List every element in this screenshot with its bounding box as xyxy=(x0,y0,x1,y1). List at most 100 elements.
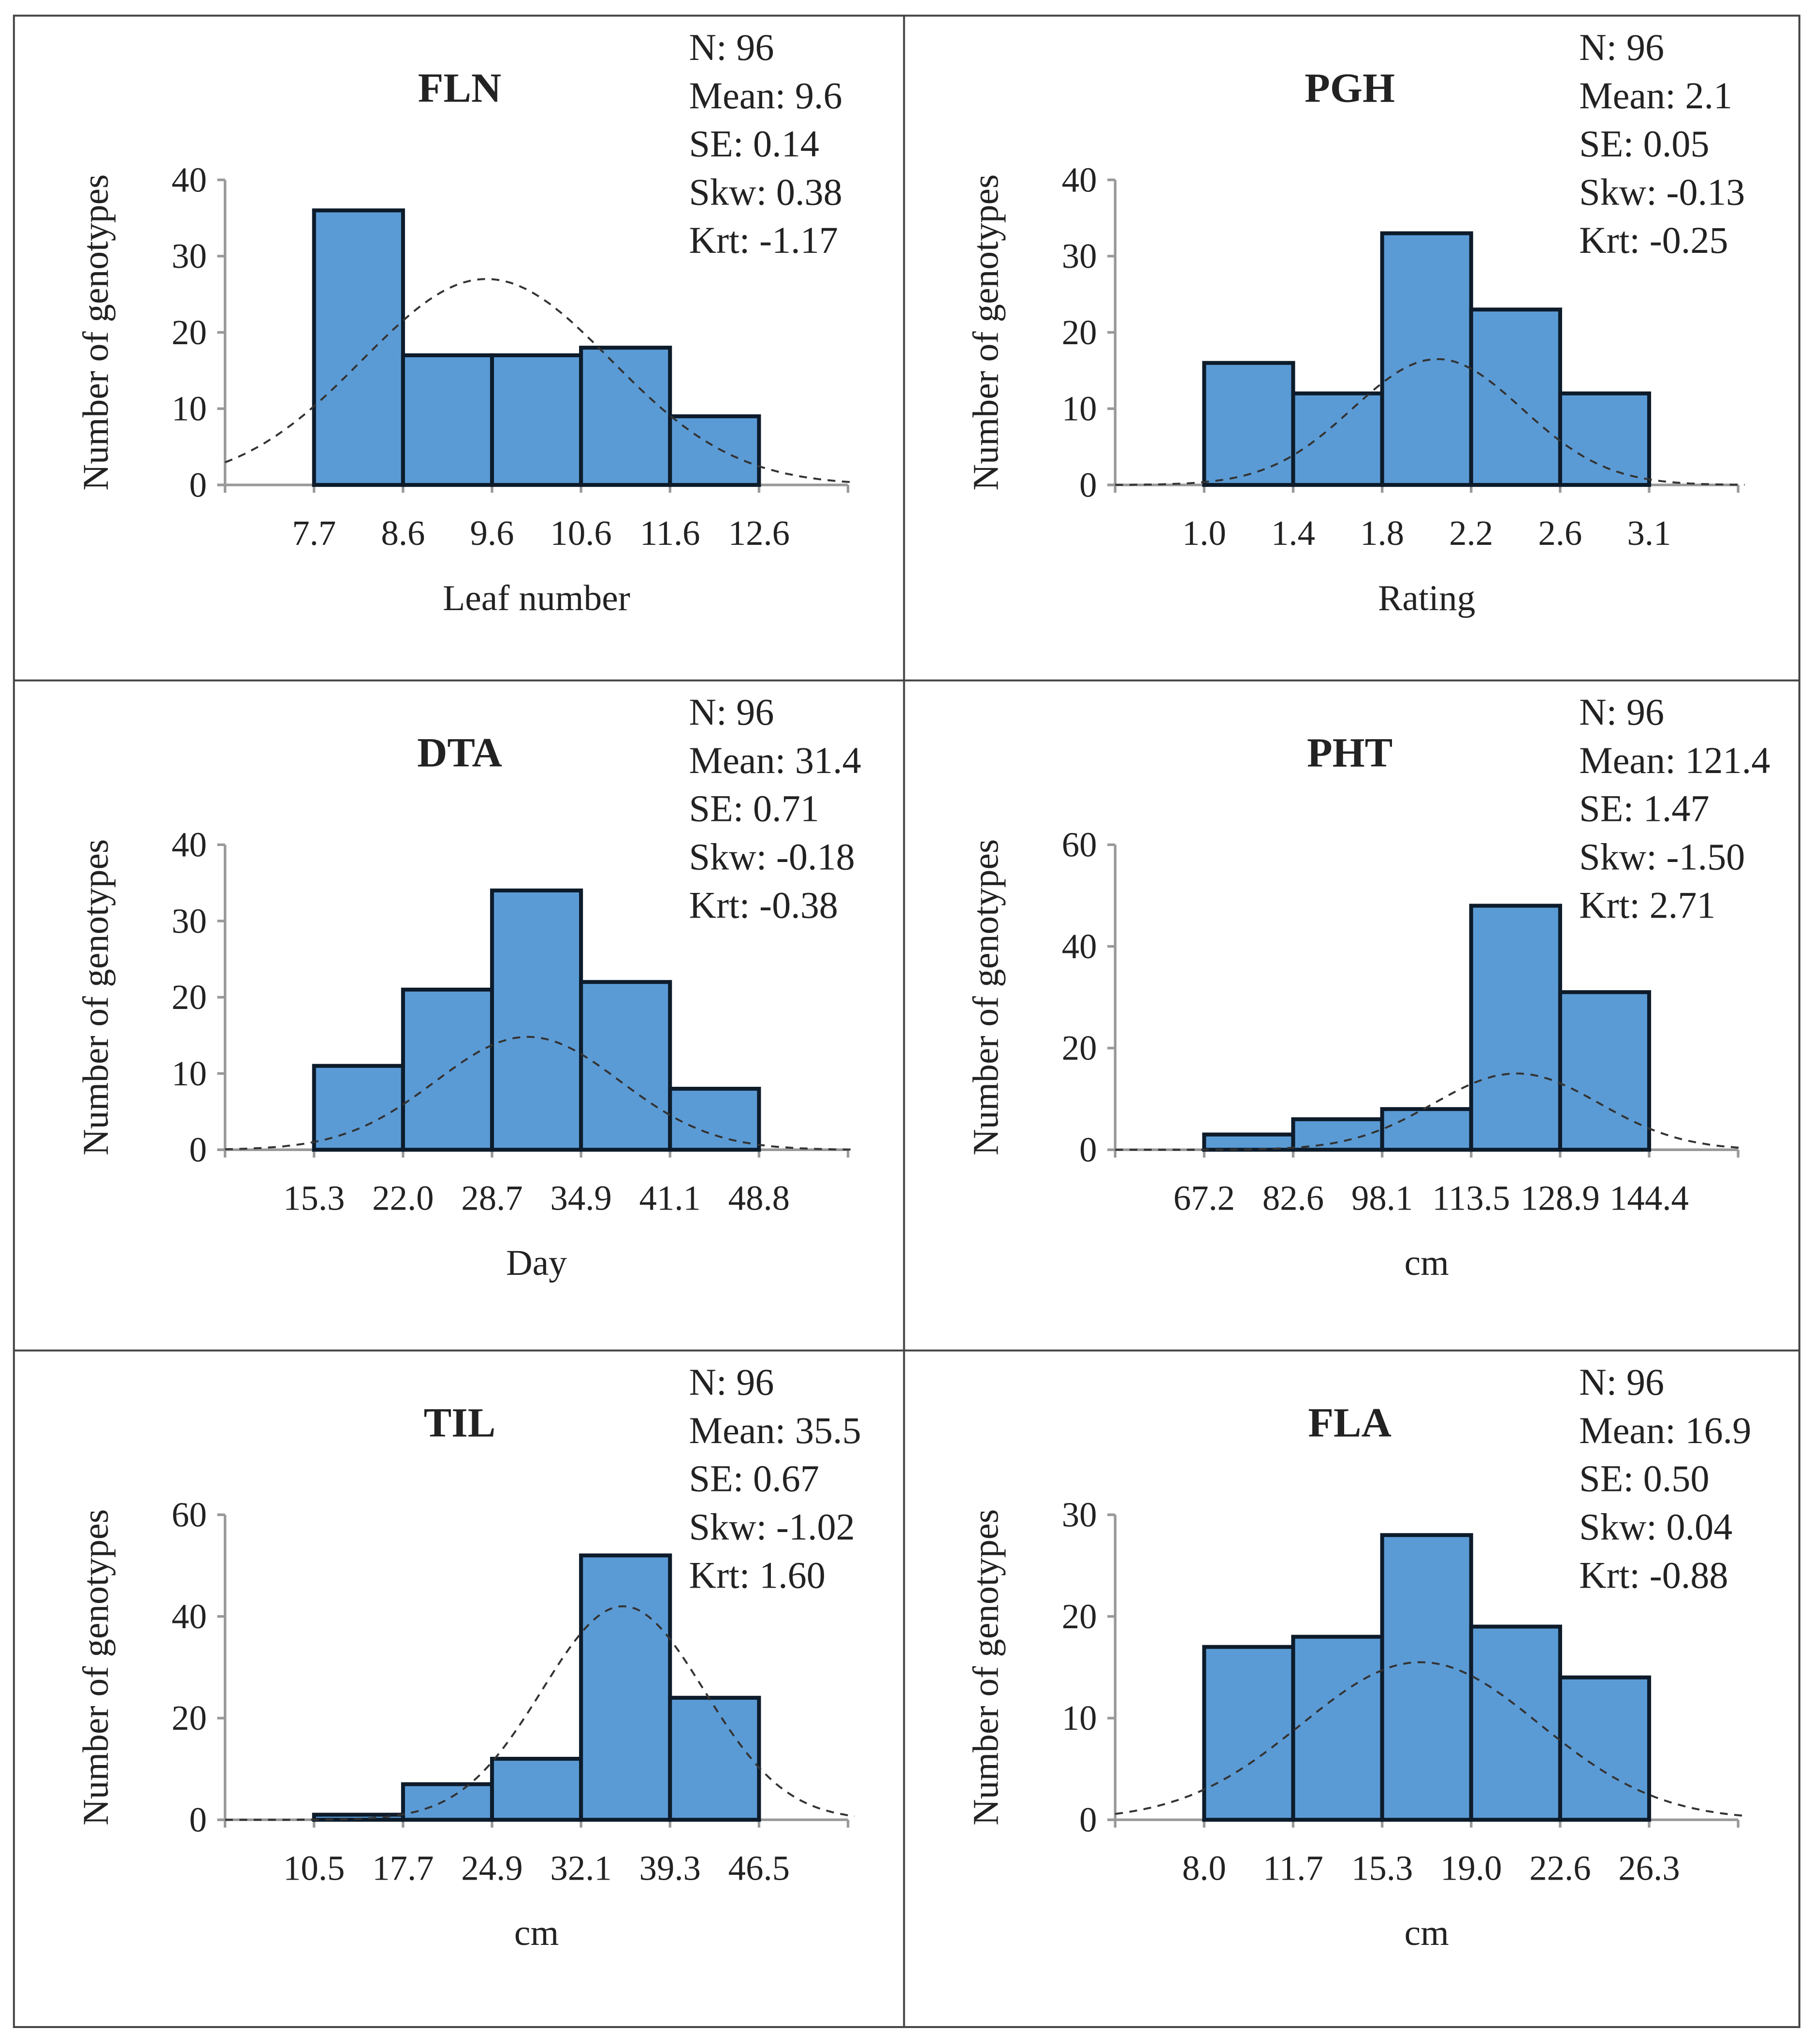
histogram-bar xyxy=(668,1695,761,1822)
x-tick-label: 8.6 xyxy=(381,513,425,553)
normal-curve xyxy=(225,1605,855,1821)
x-tick-label: 12.6 xyxy=(728,513,790,553)
x-tick-label: 1.8 xyxy=(1360,513,1404,553)
x-axis-label: cm xyxy=(514,1913,559,1953)
x-tick-label: 10.6 xyxy=(550,513,611,553)
y-tick-label: 20 xyxy=(1062,1597,1097,1636)
panel-dta: DTA N: 96 Mean: 31.4 SE: 0.71 Skw: -0.18 Krt:… xyxy=(76,691,861,1283)
histogram-bar xyxy=(312,208,405,487)
x-tick-label: 2.2 xyxy=(1449,513,1493,553)
x-tick-label: 22.6 xyxy=(1529,1848,1591,1887)
chart-title: TIL xyxy=(424,1399,496,1445)
x-axis-label: Rating xyxy=(1378,578,1475,618)
panel-pgh: PGH N: 96 Mean: 2.1 SE: 0.05 Skw: -0.13 Krt: … xyxy=(966,26,1745,618)
chart-title: PHT xyxy=(1307,730,1392,776)
panel-fla: FLA N: 96 Mean: 16.9 SE: 0.50 Skw: 0.04 Krt: … xyxy=(966,1361,1752,1953)
histogram-bar xyxy=(1291,1635,1384,1822)
histogram-bar xyxy=(1202,361,1295,487)
x-tick-label: 3.1 xyxy=(1627,513,1671,553)
normal-curve xyxy=(224,278,855,483)
histogram-bar xyxy=(1380,1533,1473,1822)
y-tick-label: 0 xyxy=(1079,1130,1097,1169)
x-axis-label: Day xyxy=(506,1243,567,1283)
x-tick-label: 11.7 xyxy=(1263,1848,1323,1887)
y-tick-label: 0 xyxy=(189,1800,206,1839)
histogram-bar xyxy=(1558,990,1652,1152)
x-tick-label: 9.6 xyxy=(470,513,514,553)
histogram-bar xyxy=(579,1553,672,1822)
x-axis-label: cm xyxy=(1405,1913,1449,1953)
histogram-bar xyxy=(1469,307,1562,487)
x-tick-label: 19.0 xyxy=(1440,1848,1502,1887)
stat-label: SE: 0.71 xyxy=(689,788,819,830)
panel-til: TIL N: 96 Mean: 35.5 SE: 0.67 Skw: -1.02 Krt:… xyxy=(76,1361,861,1953)
histogram-bar xyxy=(401,1782,494,1822)
stat-label: Skw: -1.50 xyxy=(1579,836,1745,878)
y-tick-label: 0 xyxy=(1079,1800,1097,1839)
stat-label: SE: 0.14 xyxy=(689,123,819,165)
stat-label: N: 96 xyxy=(689,1361,774,1403)
y-axis-label: Number of genotypes xyxy=(966,174,1006,490)
x-tick-label: 17.7 xyxy=(372,1848,434,1887)
x-tick-label: 22.0 xyxy=(372,1178,434,1217)
x-tick-label: 15.3 xyxy=(1351,1848,1413,1887)
x-tick-label: 1.0 xyxy=(1182,513,1226,553)
stat-label: Krt: -0.38 xyxy=(689,884,838,926)
stat-label: Skw: -0.13 xyxy=(1579,171,1745,213)
histogram-bar xyxy=(490,353,583,487)
stat-label: Mean: 31.4 xyxy=(689,739,861,781)
chart-title: PGH xyxy=(1305,64,1395,111)
stat-label: N: 96 xyxy=(1579,691,1664,733)
x-tick-label: 26.3 xyxy=(1618,1848,1680,1887)
stat-label: N: 96 xyxy=(1579,26,1664,68)
x-tick-label: 2.6 xyxy=(1538,513,1582,553)
stat-label: SE: 0.50 xyxy=(1579,1458,1709,1500)
x-tick-label: 28.7 xyxy=(461,1178,522,1217)
y-axis-label: Number of genotypes xyxy=(76,1509,116,1825)
stat-label: Mean: 16.9 xyxy=(1579,1409,1751,1451)
y-tick-label: 10 xyxy=(1062,389,1097,428)
y-tick-label: 20 xyxy=(172,1698,207,1737)
y-tick-label: 60 xyxy=(1062,825,1097,864)
x-tick-label: 113.5 xyxy=(1432,1178,1510,1217)
x-tick-label: 8.0 xyxy=(1182,1848,1226,1887)
y-tick-label: 30 xyxy=(172,236,207,276)
stat-label: Krt: 2.71 xyxy=(1579,884,1715,926)
stat-label: Krt: 1.60 xyxy=(689,1554,826,1596)
y-axis-label: Number of genotypes xyxy=(966,839,1006,1155)
stat-label: SE: 1.47 xyxy=(1579,788,1709,830)
x-axis-label: Leaf number xyxy=(443,578,630,618)
panel-fln: FLN N: 96 Mean: 9.6 SE: 0.14 Skw: 0.38 Krt: -… xyxy=(76,26,855,618)
y-tick-label: 0 xyxy=(189,465,206,504)
stat-label: Mean: 121.4 xyxy=(1579,739,1770,781)
y-tick-label: 20 xyxy=(1062,1028,1097,1067)
histogram-bar xyxy=(490,888,583,1152)
stat-label: SE: 0.05 xyxy=(1579,123,1709,165)
y-tick-label: 0 xyxy=(189,1130,206,1169)
x-tick-label: 32.1 xyxy=(550,1848,611,1887)
normal-curve xyxy=(225,1036,855,1151)
stat-label: SE: 0.67 xyxy=(689,1458,819,1500)
stat-label: Skw: -0.18 xyxy=(689,836,855,878)
histogram-bar xyxy=(1469,904,1562,1152)
histogram-bar xyxy=(1291,391,1384,487)
histogram-bar xyxy=(1469,1624,1562,1822)
x-tick-label: 24.9 xyxy=(461,1848,522,1887)
x-tick-label: 10.5 xyxy=(283,1848,345,1887)
histogram-bar xyxy=(579,346,672,487)
chart-title: FLN xyxy=(418,64,502,111)
y-tick-label: 40 xyxy=(172,825,207,864)
stat-label: Krt: -0.25 xyxy=(1579,219,1728,261)
y-tick-label: 40 xyxy=(1062,927,1097,966)
y-tick-label: 40 xyxy=(1062,160,1097,199)
chart-title: DTA xyxy=(417,730,502,776)
stat-label: Skw: 0.38 xyxy=(689,171,842,213)
y-tick-label: 10 xyxy=(172,389,207,428)
histogram-bar xyxy=(579,980,672,1152)
x-tick-label: 1.4 xyxy=(1271,513,1315,553)
histogram-bar xyxy=(312,1064,405,1152)
histogram-bar xyxy=(1291,1117,1384,1152)
stat-label: N: 96 xyxy=(1579,1361,1664,1403)
histogram-bar xyxy=(1380,1107,1473,1152)
